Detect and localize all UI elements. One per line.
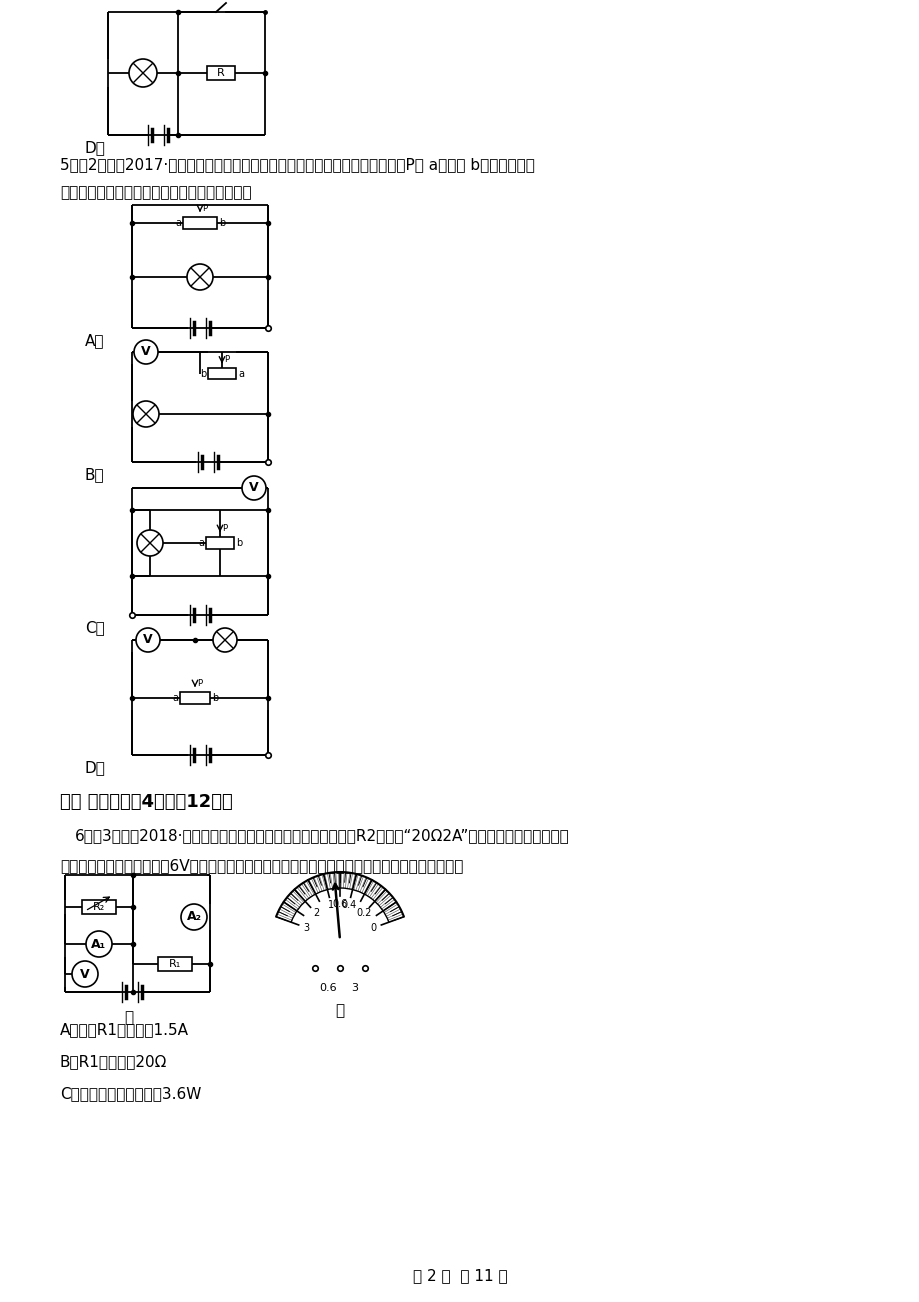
Text: 0.6: 0.6 <box>319 983 336 993</box>
Bar <box>206 536 233 549</box>
Text: D．: D． <box>85 760 106 775</box>
Circle shape <box>72 961 98 987</box>
Text: B．R1的电阵为20Ω: B．R1的电阵为20Ω <box>60 1055 167 1069</box>
Text: 2: 2 <box>312 909 319 918</box>
Text: B．: B． <box>85 467 105 482</box>
Text: V: V <box>141 345 151 358</box>
Bar <box>207 66 234 79</box>
Text: P: P <box>202 204 207 214</box>
Text: A．通过R1的电流为1.5A: A．通过R1的电流为1.5A <box>60 1022 188 1036</box>
Text: P: P <box>223 355 229 365</box>
Text: 乙: 乙 <box>335 1003 345 1018</box>
Text: V: V <box>80 967 90 980</box>
Text: R₂: R₂ <box>93 902 105 911</box>
Circle shape <box>181 904 207 930</box>
Circle shape <box>187 264 213 290</box>
Text: 6．（3分）（2018·河北模拟）如图甲电路中，电源电压不变，R2规格为“20Ω2A”，闭合开关，将滑片移到: 6．（3分）（2018·河北模拟）如图甲电路中，电源电压不变，R2规格为“20Ω… <box>75 828 569 842</box>
Text: 0.4: 0.4 <box>341 900 356 910</box>
Text: 灯从亮变暗且电压表示数从小变大的是（　　）: 灯从亮变暗且电压表示数从小变大的是（ ） <box>60 185 252 201</box>
Circle shape <box>136 628 160 652</box>
Text: 某一位置时，电压表示数为6V，两块电流表指针的位置均如图乙所示，下列说法正确的是（　　）: 某一位置时，电压表示数为6V，两块电流表指针的位置均如图乙所示，下列说法正确的是… <box>60 858 463 874</box>
Text: 0: 0 <box>370 923 377 932</box>
Circle shape <box>129 59 157 87</box>
Text: P: P <box>197 680 202 687</box>
Text: 3: 3 <box>351 983 358 993</box>
Bar <box>208 368 236 379</box>
Text: 0.2: 0.2 <box>356 909 371 918</box>
Text: D．: D． <box>85 141 106 155</box>
Bar <box>183 217 217 229</box>
Text: b: b <box>199 368 206 379</box>
Text: 1: 1 <box>328 900 334 910</box>
Text: R: R <box>217 68 224 78</box>
Text: R₁: R₁ <box>169 960 181 969</box>
Bar <box>82 900 116 914</box>
Circle shape <box>137 530 163 556</box>
Text: 3: 3 <box>302 923 309 932</box>
Text: b: b <box>219 217 225 228</box>
Text: V: V <box>143 634 153 647</box>
Bar <box>158 957 192 971</box>
Text: A₁: A₁ <box>91 937 107 950</box>
Text: 二、 多选题（关4题；內12分）: 二、 多选题（关4题；內12分） <box>60 793 233 811</box>
Circle shape <box>213 628 237 652</box>
Text: 0.6: 0.6 <box>332 898 347 909</box>
Circle shape <box>134 340 158 365</box>
Bar <box>180 691 210 704</box>
Text: 5．（2分）（2017·繁昌模拟）如图所示的四幅电路图中，在滑动变阵器的滑片P从 a端滑到 b端的过程中，: 5．（2分）（2017·繁昌模拟）如图所示的四幅电路图中，在滑动变阵器的滑片P从… <box>60 158 534 172</box>
Text: C．: C． <box>85 620 105 635</box>
Text: A₂: A₂ <box>187 910 201 923</box>
Text: A．: A． <box>85 333 105 348</box>
Text: a: a <box>172 693 177 703</box>
Circle shape <box>85 931 112 957</box>
Text: a: a <box>198 538 204 548</box>
Text: a: a <box>238 368 244 379</box>
Text: V: V <box>249 482 258 495</box>
Text: b: b <box>235 538 242 548</box>
Circle shape <box>133 401 159 427</box>
Circle shape <box>242 477 266 500</box>
Text: 第 2 页  共 11 页: 第 2 页 共 11 页 <box>413 1268 506 1282</box>
Text: P: P <box>221 523 227 533</box>
Text: b: b <box>211 693 218 703</box>
Text: C．电路的最小总功率是3.6W: C．电路的最小总功率是3.6W <box>60 1086 201 1101</box>
Text: a: a <box>175 217 181 228</box>
Text: 甲: 甲 <box>124 1010 133 1025</box>
